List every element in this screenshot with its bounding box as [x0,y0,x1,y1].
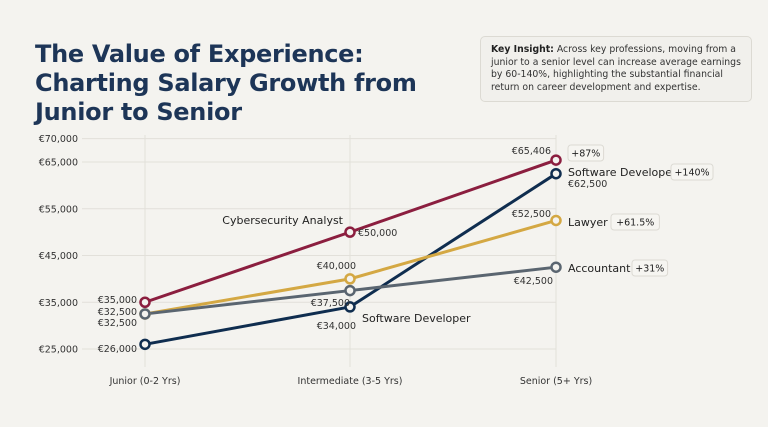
growth-badge-text: +61.5% [616,218,654,229]
y-tick-label: €25,000 [39,345,78,356]
y-tick-label: €65,000 [39,158,78,169]
data-point [550,214,562,227]
data-label: €65,406 [512,146,551,157]
data-label: €32,500 [98,307,137,318]
data-point [344,273,356,285]
insight-text: Across key professions, moving from a ju… [491,44,741,93]
data-label: €37,500 [311,298,350,309]
data-point [344,301,356,313]
y-tick-label: €45,000 [39,251,78,262]
data-point [550,154,562,166]
growth-badge [670,163,714,181]
series-name-label: Lawyer [568,216,608,229]
series-name-label: Software Developer [568,166,677,179]
data-label: €42,500 [514,276,553,287]
x-tick-label: Senior (5+ Yrs) [520,376,592,387]
data-label: €34,000 [317,321,356,332]
data-label: €26,000 [98,344,137,355]
x-tick-label: Intermediate (3-5 Yrs) [298,376,403,387]
data-point [139,308,151,320]
data-point [344,226,356,238]
data-label: €50,000 [358,228,397,239]
series-name-label: Accountant [568,262,631,275]
growth-badge-text: +31% [635,264,664,275]
data-label: €32,500 [98,318,137,329]
insight-label: Key Insight: [491,44,554,55]
series-name-label: Software Developer [362,312,471,325]
y-tick-label: €70,000 [39,134,78,145]
data-label: €52,500 [512,209,551,220]
data-point [550,167,562,180]
chart-title: The Value of Experience: Charting Salary… [35,40,417,126]
data-point [139,338,151,351]
data-point [139,296,151,308]
data-point [344,284,356,297]
growth-badge [631,259,669,277]
x-tick-label: Junior (0-2 Yrs) [109,376,181,387]
data-label: €62,500 [568,179,607,190]
key-insight-box: Key Insight: Across key professions, mov… [480,36,752,102]
growth-badge [567,144,605,162]
y-tick-label: €55,000 [39,204,78,215]
data-point [550,261,562,273]
y-tick-label: €35,000 [39,298,78,309]
growth-badge-text: +140% [674,168,709,179]
series-name-label: Cybersecurity Analyst [222,214,343,227]
growth-badge [610,213,660,231]
growth-badge-text: +87% [571,149,600,160]
data-label: €35,000 [98,295,137,306]
data-label: €40,000 [317,261,356,272]
